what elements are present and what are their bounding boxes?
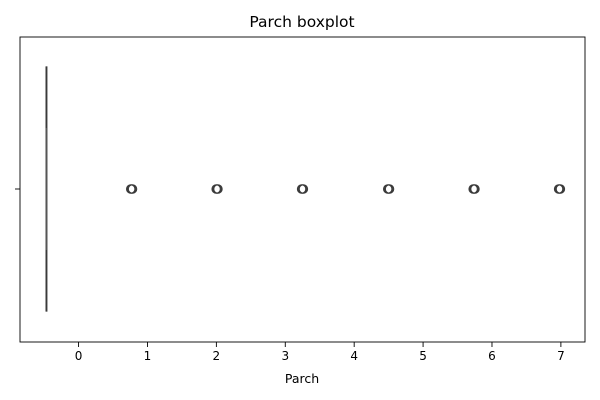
outlier-point [127, 184, 138, 194]
outlier-point [213, 184, 223, 194]
x-tick-label: 4 [350, 349, 358, 363]
outlier-group [125, 184, 566, 194]
x-tick-label: 6 [488, 349, 496, 363]
x-tick-label: 2 [213, 349, 221, 363]
x-tick-label: 5 [419, 349, 427, 363]
x-tick-label: 1 [144, 349, 152, 363]
x-axis-ticks: 0 1 2 3 4 5 6 7 [75, 342, 565, 363]
box-group [45, 66, 48, 312]
outlier-point [470, 184, 480, 194]
x-tick-label: 0 [75, 349, 83, 363]
outlier-point [555, 184, 566, 194]
x-tick-label: 3 [281, 349, 289, 363]
outlier-point [384, 184, 395, 194]
plot-frame [19, 36, 586, 343]
chart-title: Parch boxplot [249, 13, 354, 31]
outlier-point [298, 184, 309, 194]
x-axis-label: Parch [285, 371, 319, 386]
x-tick-label: 7 [557, 349, 565, 363]
